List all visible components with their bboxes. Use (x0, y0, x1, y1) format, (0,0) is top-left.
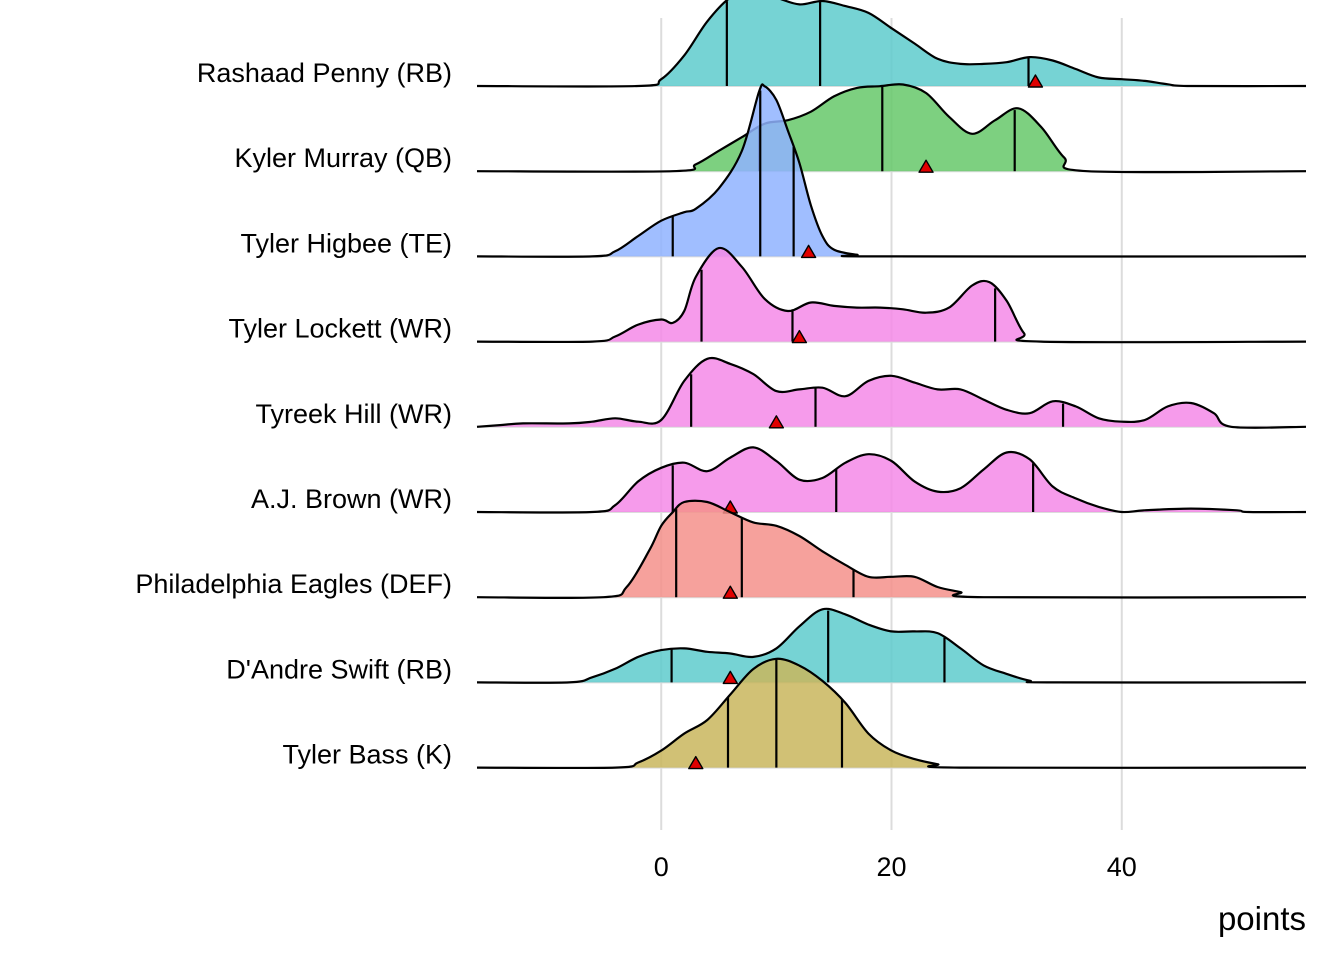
density-outline (476, 83, 1307, 174)
density-fill (477, 84, 1306, 173)
marker-triangle (722, 585, 739, 599)
marker-triangle (791, 329, 808, 344)
player-label-6: Philadelphia Eagles (DEF) (135, 569, 452, 599)
player-label-5: A.J. Brown (WR) (251, 484, 452, 514)
density-outline (476, 83, 1307, 258)
density-outline (476, 657, 1307, 770)
ridge-4 (476, 356, 1307, 429)
density-fill (477, 608, 1306, 683)
x-axis-ticks: 0 20 40 (654, 852, 1137, 882)
player-label-8: Tyler Bass (K) (282, 740, 452, 770)
x-axis-title: points (1218, 900, 1306, 937)
ridge-2 (476, 83, 1307, 259)
density-outline (476, 246, 1307, 344)
marker-triangle (688, 755, 704, 770)
x-tick-label-2: 40 (1107, 852, 1137, 882)
density-fill (477, 500, 1306, 598)
ridge-5 (476, 446, 1307, 514)
ridge-0 (476, 0, 1307, 88)
x-tick-label-0: 0 (654, 852, 669, 882)
density-outline (476, 446, 1307, 514)
ridge-6 (476, 499, 1307, 600)
marker-triangle (1027, 74, 1044, 88)
marker-triangle (918, 159, 934, 173)
ridge-8 (476, 657, 1307, 770)
player-label-2: Tyler Higbee (TE) (240, 228, 452, 258)
marker-triangle (800, 244, 817, 259)
density-fill (477, 0, 1306, 87)
density-fill (477, 357, 1306, 428)
density-outline (476, 0, 1307, 88)
marker-triangle (722, 670, 739, 685)
player-labels: Rashaad Penny (RB) Kyler Murray (QB) Tyler… (135, 58, 452, 770)
density-fill (477, 658, 1306, 768)
player-label-1: Kyler Murray (QB) (234, 143, 452, 173)
density-outline (476, 499, 1307, 600)
density-fill (477, 247, 1306, 343)
x-tick-label-1: 20 (876, 852, 906, 882)
density-outline (476, 607, 1307, 684)
density-outline (476, 356, 1307, 429)
player-label-3: Tyler Lockett (WR) (228, 314, 452, 344)
player-label-7: D'Andre Swift (RB) (226, 654, 452, 684)
ridge-1 (476, 83, 1307, 174)
player-label-0: Rashaad Penny (RB) (197, 58, 452, 88)
ridge-3 (476, 246, 1307, 344)
marker-triangle (768, 415, 785, 429)
density-fill (477, 84, 1306, 257)
ridges (476, 0, 1307, 770)
player-label-4: Tyreek Hill (WR) (256, 399, 453, 429)
ridge-7 (476, 607, 1307, 685)
